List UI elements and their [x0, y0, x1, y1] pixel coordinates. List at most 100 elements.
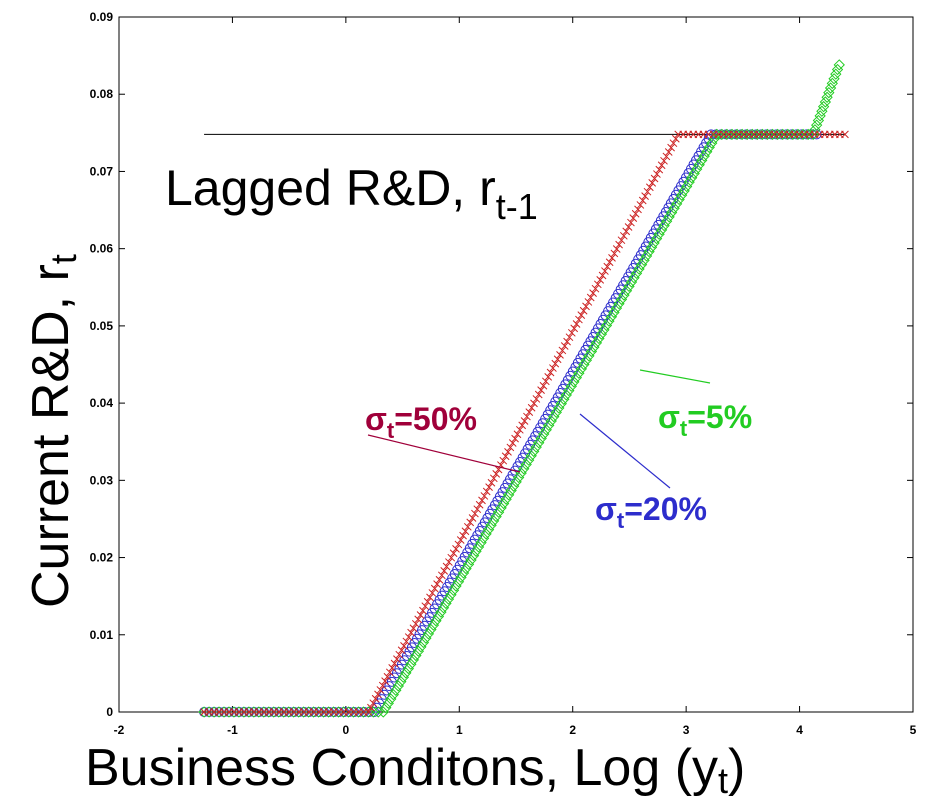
y-tick-label: 0.07 — [90, 164, 114, 178]
data-point — [560, 342, 569, 350]
data-point — [619, 231, 628, 240]
data-point — [400, 642, 408, 650]
lagged-rd-label: Lagged R&D, rt-1 — [165, 160, 538, 227]
data-point — [667, 143, 675, 152]
data-point — [378, 681, 387, 690]
x-tick-label: 4 — [796, 723, 803, 737]
data-point — [686, 172, 698, 184]
data-point — [490, 510, 502, 523]
data-point — [615, 293, 628, 306]
data-point — [582, 302, 590, 311]
data-point — [662, 152, 671, 161]
data-point — [623, 280, 635, 293]
data-point — [471, 509, 479, 518]
data-point — [432, 610, 445, 623]
data-point — [678, 185, 690, 197]
data-point — [402, 637, 411, 646]
data-point — [495, 502, 507, 514]
data-point — [556, 350, 564, 359]
sigma-5-label: σt=5% — [658, 399, 752, 441]
data-point — [419, 606, 427, 615]
data-point — [407, 654, 420, 666]
y-axis: 0 0.01 0.02 0.03 0.04 0.05 0.06 0.07 0.08 0.09 — [90, 10, 913, 719]
data-point — [442, 593, 455, 605]
data-point — [641, 192, 649, 200]
data-point — [442, 562, 451, 571]
data-point — [417, 636, 430, 649]
data-point — [482, 523, 495, 536]
data-point — [657, 161, 666, 170]
data-point — [407, 628, 415, 637]
data-point — [601, 267, 609, 275]
data-point — [665, 206, 678, 219]
data-point — [423, 597, 432, 606]
sigma-20-leader — [579, 413, 671, 489]
data-point — [459, 531, 467, 540]
data-point — [400, 667, 412, 679]
data-point — [412, 645, 425, 657]
data-point — [570, 371, 583, 384]
data-point — [374, 690, 382, 699]
data-point — [515, 425, 524, 434]
data-point — [538, 428, 550, 440]
data-point — [466, 518, 475, 527]
x-tick-label: -2 — [114, 723, 125, 737]
data-point — [410, 649, 422, 662]
data-point — [377, 706, 389, 718]
data-point — [620, 285, 633, 297]
data-point — [462, 558, 475, 570]
data-point — [385, 668, 394, 677]
series-2 — [198, 59, 845, 718]
data-point — [364, 708, 373, 716]
data-point — [598, 271, 607, 280]
data-point — [395, 675, 407, 688]
data-point — [595, 328, 608, 340]
data-point — [636, 201, 645, 209]
data-point — [696, 154, 708, 167]
plot-frame — [118, 16, 914, 713]
sigma-5-leader — [639, 369, 711, 384]
data-point — [420, 632, 432, 644]
data-point — [492, 470, 501, 478]
data-point — [706, 137, 718, 149]
data-point — [572, 320, 581, 328]
series-0 — [200, 130, 849, 716]
y-tick-label: 0.06 — [90, 242, 114, 256]
data-point — [830, 68, 842, 80]
data-point — [812, 114, 825, 127]
data-point — [593, 280, 602, 289]
data-point — [454, 540, 463, 549]
data-point — [551, 359, 560, 368]
data-point — [629, 214, 638, 223]
data-point — [570, 324, 579, 333]
data-point — [670, 198, 683, 210]
data-point — [445, 558, 453, 566]
data-point — [816, 105, 828, 117]
data-point — [500, 493, 512, 505]
data-point — [537, 386, 545, 394]
data-point — [584, 298, 593, 306]
data-point — [650, 232, 663, 245]
data-point — [520, 458, 532, 471]
data-point — [485, 519, 497, 531]
data-point — [544, 373, 553, 381]
data-point — [411, 619, 420, 628]
data-point — [468, 514, 477, 522]
data-point — [658, 219, 670, 232]
data-point — [585, 345, 598, 358]
data-point — [530, 441, 542, 453]
data-point — [550, 406, 562, 418]
data-point — [701, 146, 713, 158]
data-point — [558, 346, 567, 355]
data-point — [664, 148, 673, 156]
data-point — [513, 430, 522, 439]
data-point — [575, 363, 588, 375]
data-point — [528, 445, 540, 458]
data-point — [553, 355, 562, 364]
data-point — [447, 584, 460, 597]
data-point — [565, 380, 577, 392]
data-point — [545, 415, 557, 427]
data-point — [796, 129, 807, 140]
data-point — [617, 236, 626, 245]
